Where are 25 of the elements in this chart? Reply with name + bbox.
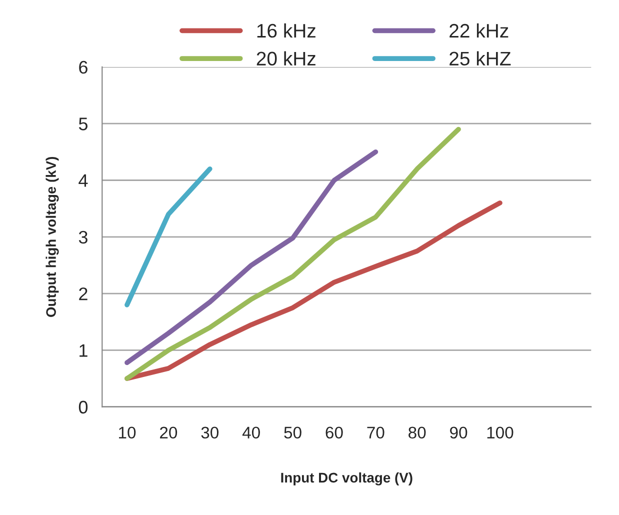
x-tick-label: 70 (367, 426, 384, 439)
x-tick-label: 80 (408, 426, 426, 439)
x-tick-label: 60 (326, 426, 343, 439)
y-tick-label: 1 (80, 344, 88, 357)
legend-label: 20 kHz (256, 51, 316, 66)
x-tick-label: 40 (242, 426, 260, 439)
y-tick-label: 3 (78, 230, 88, 244)
y-tick-label: 5 (78, 118, 88, 130)
x-tick-label: 100 (487, 426, 514, 439)
line-series (124, 126, 461, 381)
y-tick-label: 4 (78, 174, 88, 187)
legend-label: 16 kHz (257, 23, 316, 38)
legend-label: 22 kHz (450, 23, 508, 38)
y-tick-label: 6 (79, 60, 88, 74)
x-tick-label: 90 (450, 426, 468, 439)
y-tick-label: 0 (78, 400, 88, 414)
line-series (124, 149, 378, 366)
x-tick-label: 10 (119, 426, 136, 439)
x-tick-label: 50 (284, 426, 302, 439)
y-axis-title: Output high voltage (kV) (46, 156, 59, 317)
x-tick-label: 30 (201, 426, 218, 439)
x-tick-label: 20 (160, 426, 178, 439)
legend-label: 25 kHZ (450, 51, 511, 66)
y-tick-label: 2 (79, 287, 88, 300)
x-axis-title: Input DC voltage (V) (281, 472, 412, 486)
